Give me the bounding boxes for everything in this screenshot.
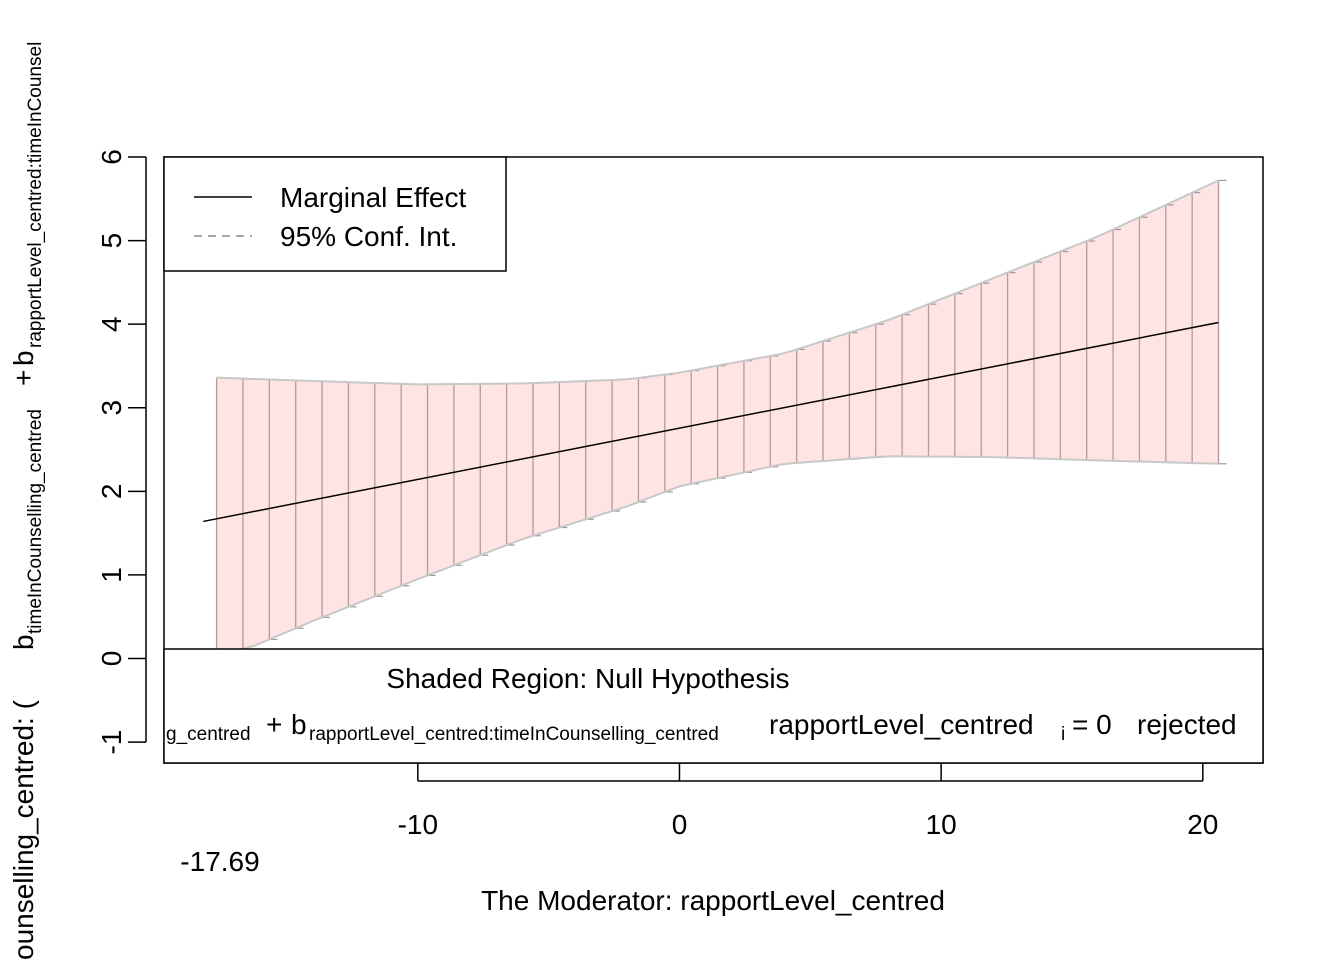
null-expr-rejected: rejected <box>1137 709 1237 740</box>
y-axis-label-prefix: ounselling_centred: ( <box>8 699 39 960</box>
null-expr-equals: = 0 <box>1072 709 1112 740</box>
null-expr-moderator-sub: i <box>1061 724 1065 745</box>
y-tick-label: 1 <box>96 567 127 583</box>
null-expr-part1: g_centred <box>166 724 251 745</box>
x-axis: -10 0 10 20 <box>398 763 1218 840</box>
null-box-title: Shaded Region: Null Hypothesis <box>386 663 789 694</box>
confidence-band-bars <box>215 179 1227 654</box>
y-tick-label: 4 <box>96 316 127 332</box>
null-expr-plus: + <box>266 709 282 740</box>
y-tick-label: 2 <box>96 484 127 500</box>
y-tick-label: 6 <box>96 149 127 165</box>
y-tick-label: 0 <box>96 651 127 667</box>
x-tick-label: 10 <box>926 809 957 840</box>
legend-label-marginal-effect: Marginal Effect <box>280 182 466 213</box>
y-tick-label: -1 <box>96 730 127 755</box>
null-expr-moderator: rapportLevel_centred <box>769 709 1034 740</box>
legend-label-conf-int: 95% Conf. Int. <box>280 221 457 252</box>
ci-upper-bound <box>216 179 1219 386</box>
x-tick-label: 0 <box>672 809 688 840</box>
null-expr-b: b <box>291 709 307 740</box>
ci-lower-bound <box>216 455 1219 654</box>
y-axis-label-b2-sub: rapportLevel_centred:timeInCounsel <box>25 42 46 348</box>
y-axis-label-b2: b <box>8 350 39 366</box>
legend-box <box>163 156 507 272</box>
y-axis-label-b1-sub: timeInCounselling_centred <box>25 409 46 634</box>
y-axis-label-b1: b <box>8 634 39 650</box>
x-min-annotation: -17.69 <box>180 846 259 877</box>
legend: Marginal Effect 95% Conf. Int. <box>163 156 507 272</box>
y-tick-label: 3 <box>96 400 127 416</box>
null-hypothesis-box: Shaded Region: Null Hypothesis g_centred… <box>163 648 1264 764</box>
null-box-frame <box>163 648 1264 764</box>
null-expr-b-sub: rapportLevel_centred:timeInCounselling_c… <box>309 724 719 745</box>
marginal-effect-line <box>203 321 1219 523</box>
y-tick-label: 5 <box>96 233 127 249</box>
y-axis: -1 0 1 2 3 4 5 6 <box>96 149 147 755</box>
x-axis-label: The Moderator: rapportLevel_centred <box>481 885 945 916</box>
x-tick-label: 20 <box>1187 809 1218 840</box>
x-tick-label: -10 <box>398 809 438 840</box>
y-axis-label: ounselling_centred: ( b timeInCounsellin… <box>8 42 46 960</box>
y-axis-label-plus: + <box>8 370 39 386</box>
